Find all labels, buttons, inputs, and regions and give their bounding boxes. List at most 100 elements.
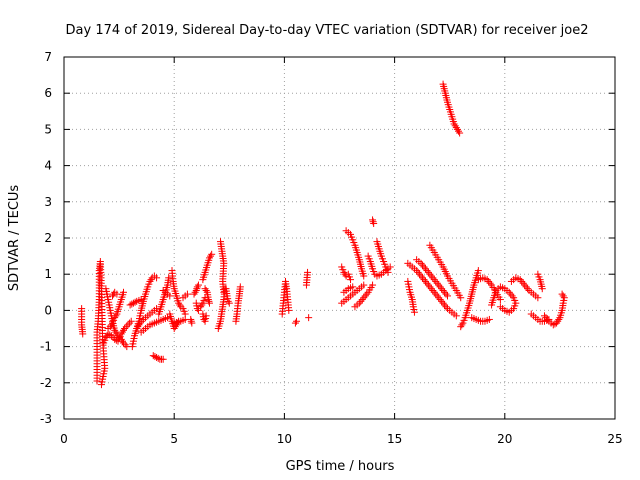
data-point — [111, 314, 119, 322]
data-point — [131, 298, 139, 306]
data-point — [417, 272, 425, 280]
data-point — [176, 301, 184, 309]
y-axis-label: SDTVAR / TECUs — [7, 185, 22, 292]
data-point — [360, 294, 368, 302]
data-point — [120, 288, 128, 296]
data-point — [193, 285, 201, 293]
data-point — [521, 281, 529, 289]
data-point — [370, 220, 378, 228]
data-point — [549, 321, 557, 329]
data-point — [363, 290, 371, 298]
tick-marks — [63, 56, 616, 420]
data-point — [443, 292, 451, 300]
data-point — [164, 314, 172, 322]
data-point — [205, 254, 213, 262]
data-point — [201, 285, 209, 293]
data-point — [198, 301, 206, 309]
data-point — [120, 326, 128, 334]
data-point — [225, 299, 233, 307]
y-tick-label: 5 — [44, 122, 52, 136]
data-point — [304, 268, 312, 276]
data-point — [165, 274, 173, 282]
data-point — [355, 299, 363, 307]
data-point — [554, 317, 562, 325]
y-tick-label: -1 — [40, 340, 52, 354]
data-point — [291, 319, 299, 327]
y-tick-label: 1 — [44, 267, 52, 281]
data-point — [358, 296, 366, 304]
data-point — [442, 303, 450, 311]
y-tick-label: 4 — [44, 159, 52, 173]
data-point — [208, 250, 216, 258]
y-tick-label: 7 — [44, 50, 52, 64]
data-point — [538, 285, 546, 293]
data-point — [421, 265, 429, 273]
data-point — [200, 315, 208, 323]
x-tick-label: 25 — [607, 432, 622, 446]
x-tick-labels: 0 5 10 15 20 25 — [60, 432, 622, 446]
data-point — [458, 321, 466, 329]
data-point — [369, 281, 377, 289]
data-point — [452, 312, 460, 320]
data-point — [456, 129, 464, 137]
data-point — [159, 355, 167, 363]
data-point — [194, 306, 202, 314]
data-point — [553, 319, 561, 327]
data-point — [194, 281, 202, 289]
data-point — [79, 330, 87, 338]
data-point — [522, 283, 530, 291]
data-point — [112, 312, 120, 320]
data-point — [107, 332, 115, 340]
data-point — [111, 335, 119, 343]
y-tick-labels: -3 -2 -1 0 1 2 3 4 5 6 7 — [40, 50, 52, 426]
data-point — [430, 276, 438, 284]
data-point — [201, 294, 209, 302]
data-point — [542, 314, 550, 322]
data-point — [120, 339, 128, 347]
data-point — [153, 274, 161, 282]
data-point — [190, 290, 198, 298]
data-point — [427, 285, 435, 293]
data-point — [429, 274, 437, 282]
y-tick-label: 3 — [44, 195, 52, 209]
data-point — [117, 330, 125, 338]
data-point — [205, 297, 213, 305]
data-point — [146, 277, 154, 285]
y-tick-label: -2 — [40, 376, 52, 390]
x-tick-label: 10 — [277, 432, 292, 446]
data-point — [423, 279, 431, 287]
data-point — [430, 288, 438, 296]
data-point — [496, 296, 504, 304]
data-point — [293, 317, 301, 325]
data-point — [108, 292, 116, 300]
data-point — [420, 263, 428, 271]
x-tick-label: 5 — [170, 432, 178, 446]
data-point — [474, 267, 482, 275]
data-point — [424, 268, 432, 276]
data-point — [508, 292, 516, 300]
data-point — [429, 286, 437, 294]
data-point — [534, 294, 542, 302]
data-point — [423, 267, 431, 275]
data-point — [457, 294, 465, 302]
data-point — [442, 290, 450, 298]
data-point — [419, 261, 427, 269]
data-point — [118, 328, 126, 336]
data-point — [432, 290, 440, 298]
data-point — [224, 297, 232, 305]
data-point — [236, 283, 244, 291]
data-point — [102, 334, 110, 342]
data-point — [410, 308, 418, 316]
data-point — [413, 267, 421, 275]
data-point — [154, 354, 162, 362]
data-point — [435, 281, 443, 289]
data-point — [187, 317, 195, 325]
data-point — [436, 296, 444, 304]
y-tick-label: 0 — [44, 303, 52, 317]
data-point — [149, 352, 157, 360]
data-point — [121, 341, 129, 349]
data-point — [436, 283, 444, 291]
data-point — [347, 276, 355, 284]
y-tick-label: -3 — [40, 412, 52, 426]
